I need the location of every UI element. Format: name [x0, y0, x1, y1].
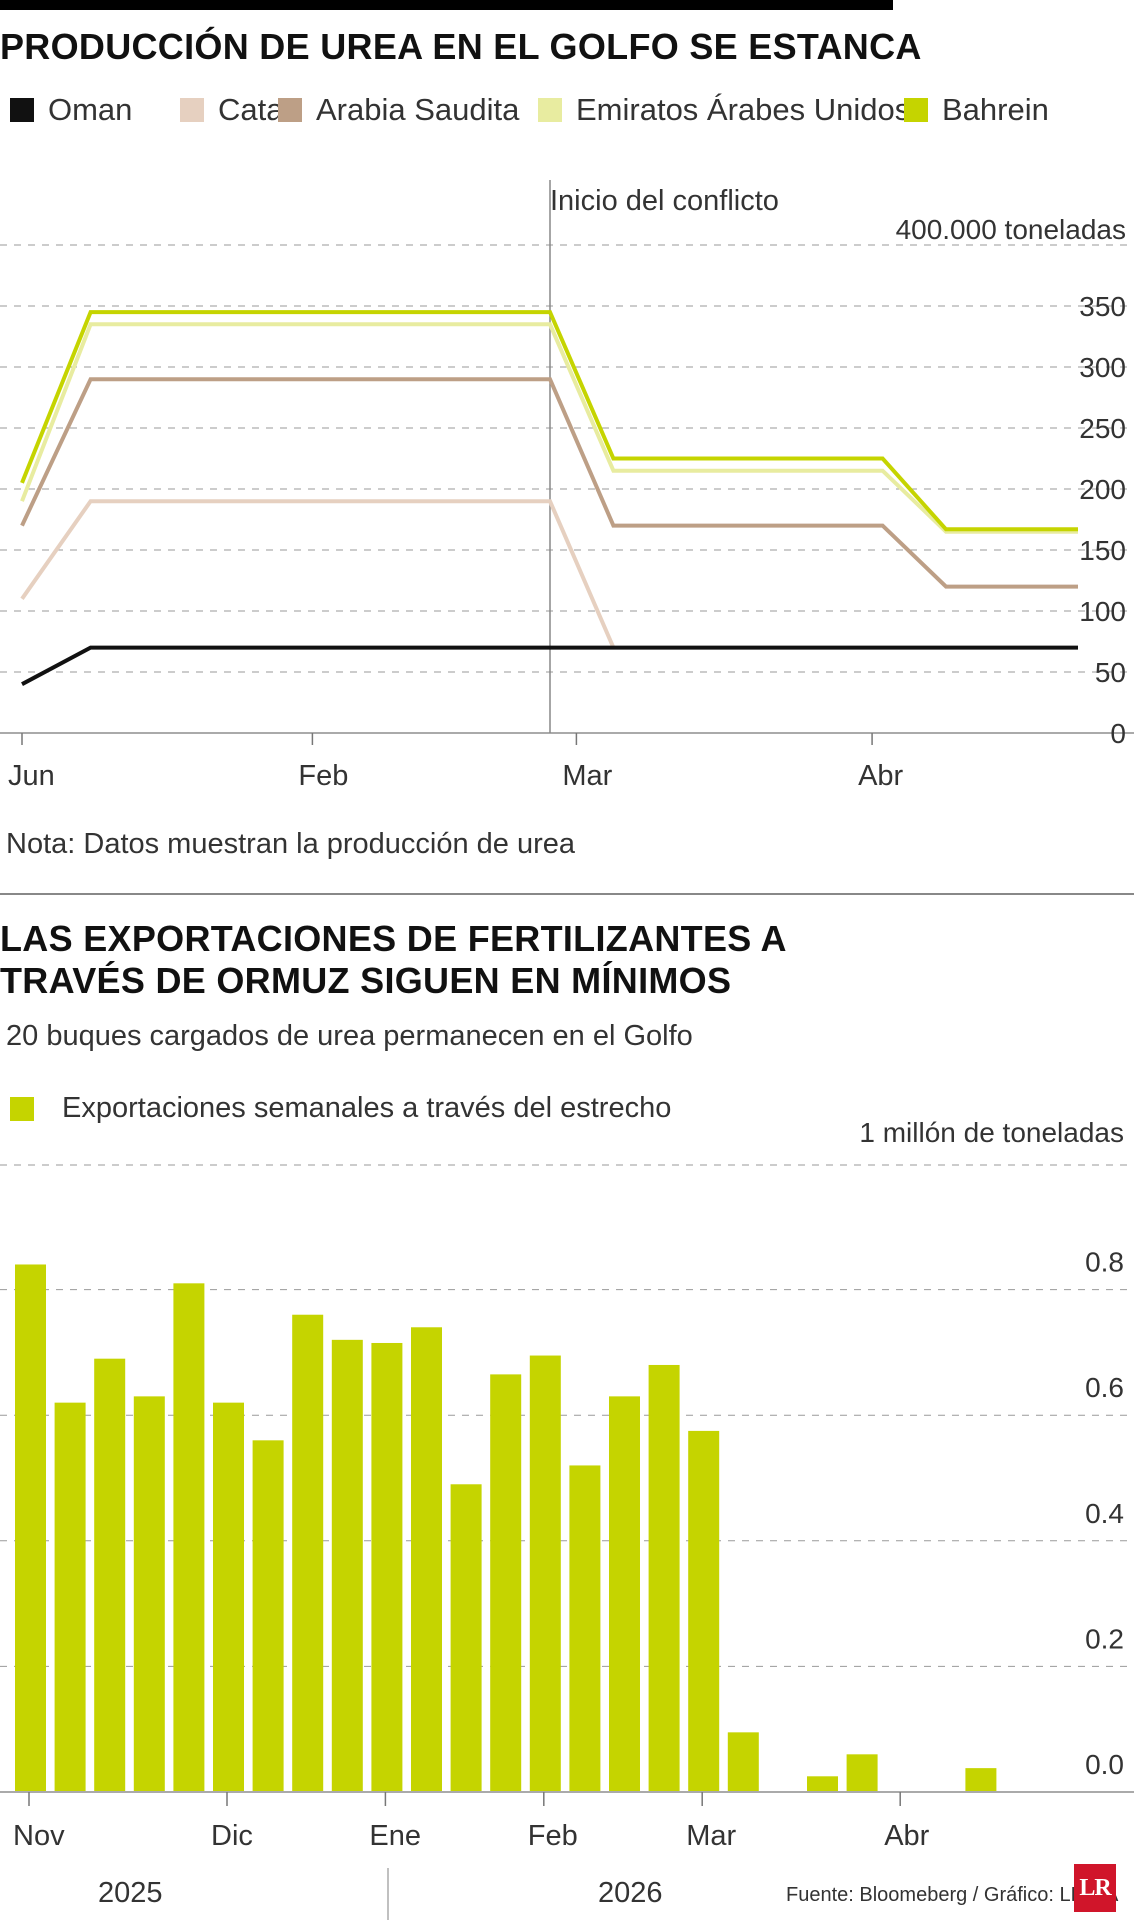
chart1-note: Nota: Datos muestran la producción de ur…: [6, 828, 576, 860]
bar: [688, 1430, 720, 1792]
bar: [807, 1776, 838, 1792]
legend-label-emiratos: Emiratos Árabes Unidos: [576, 92, 911, 127]
legend-item-oman: Oman: [10, 92, 132, 128]
chart2-subtitle: 20 buques cargados de urea permanecen en…: [6, 1020, 693, 1052]
y-tick-label: 0.4: [1085, 1498, 1124, 1529]
bar: [213, 1402, 244, 1792]
x-tick-label: Ene: [369, 1820, 421, 1852]
x-tick-label: Jun: [8, 760, 55, 792]
y-unit-label: 400.000 toneladas: [896, 214, 1126, 245]
legend-label-bahrein: Bahrein: [942, 92, 1049, 127]
chart2-legend: Exportaciones semanales a través del est…: [10, 1092, 671, 1125]
x-tick-label: Mar: [686, 1820, 736, 1852]
x-tick-label: Feb: [528, 1820, 578, 1852]
legend-swatch-bahrein: [904, 98, 928, 122]
y-tick-label: 0.8: [1085, 1247, 1124, 1278]
y-tick-label: 250: [1079, 413, 1126, 444]
chart2-title-line1: LAS EXPORTACIONES DE FERTILIZANTES A: [0, 918, 787, 959]
legend-item-catar: Catar: [180, 92, 294, 128]
series-line-oman: [21, 645, 1078, 686]
legend-label-arabia: Arabia Saudita: [316, 92, 520, 127]
bar: [490, 1374, 522, 1792]
legend-item-bahrein: Bahrein: [904, 92, 1049, 128]
series-line-arabia: [20, 377, 1078, 589]
bar: [569, 1465, 601, 1792]
series-line-emiratos: [20, 322, 1078, 534]
chart1-legend: Oman Catar Arabia Saudita Emiratos Árabe…: [10, 92, 1120, 136]
legend-label-oman: Oman: [48, 92, 133, 127]
y-tick-label: 0.0: [1085, 1749, 1124, 1780]
x-tick-label: Abr: [884, 1820, 929, 1852]
x-tick-label: Mar: [562, 760, 612, 792]
y-tick-label: 0.2: [1085, 1623, 1124, 1654]
bar: [173, 1283, 205, 1792]
bar: [252, 1440, 284, 1792]
series-line-bahrein: [20, 310, 1078, 532]
top-rule: [0, 0, 893, 10]
legend-label-exports: Exportaciones semanales a través del est…: [62, 1092, 672, 1124]
lr-logo: LR: [1074, 1864, 1116, 1912]
bar: [965, 1768, 997, 1792]
bar: [94, 1358, 126, 1792]
legend-swatch-arabia: [278, 98, 302, 122]
bar: [529, 1355, 561, 1792]
y-tick-label: 0: [1110, 718, 1126, 749]
chart2-title: LAS EXPORTACIONES DE FERTILIZANTES A TRA…: [0, 918, 900, 1002]
bar: [727, 1732, 759, 1792]
bar: [331, 1339, 363, 1792]
chart2-title-line2: TRAVÉS DE ORMUZ SIGUEN EN MÍNIMOS: [0, 960, 732, 1001]
bar: [371, 1342, 403, 1792]
y-unit-label: 1 millón de toneladas: [859, 1120, 1124, 1148]
y-tick-label: 300: [1079, 352, 1126, 383]
year-label-2026: 2026: [598, 1877, 663, 1909]
y-tick-label: 50: [1095, 657, 1126, 688]
bar: [846, 1754, 878, 1792]
bar: [15, 1264, 46, 1792]
x-tick-label: Abr: [858, 760, 903, 792]
x-tick-label: Dic: [211, 1820, 253, 1852]
y-tick-label: 100: [1079, 596, 1126, 627]
bar-chart: 1 millón de toneladas 0.0 0.2 0.4 0.6 0.8 Nov D…: [0, 1120, 1134, 1920]
x-tick-label: Nov: [13, 1820, 65, 1852]
legend-swatch-exports: [10, 1096, 34, 1121]
source-credit: Fuente: Bloomeberg / Gráfico: LR-AA: [786, 1884, 1119, 1906]
bar: [450, 1484, 482, 1792]
bar: [54, 1402, 86, 1792]
chart1-title: PRODUCCIÓN DE UREA EN EL GOLFO SE ESTANC…: [0, 26, 922, 67]
bar: [133, 1396, 165, 1792]
conflict-annotation: Inicio del conflicto: [550, 185, 779, 217]
year-label-2025: 2025: [98, 1877, 163, 1909]
legend-swatch-oman: [10, 98, 34, 122]
legend-swatch-catar: [180, 98, 204, 122]
y-tick-label: 0.6: [1085, 1372, 1124, 1403]
y-tick-label: 150: [1079, 535, 1126, 566]
legend-item-arabia: Arabia Saudita: [278, 92, 519, 128]
section-divider: [0, 893, 1134, 895]
bar: [648, 1364, 680, 1792]
legend-item-emiratos: Emiratos Árabes Unidos: [538, 92, 910, 128]
bar: [292, 1314, 324, 1792]
bar: [411, 1327, 442, 1792]
y-tick-label: 200: [1079, 474, 1126, 505]
legend-swatch-emiratos: [538, 98, 562, 122]
bar: [609, 1396, 640, 1792]
line-chart: 400.000 toneladas 0 50 100 150 200 250 300 350 In…: [0, 180, 1134, 792]
series-line-catar: [20, 499, 616, 649]
y-tick-label: 350: [1079, 291, 1126, 322]
x-tick-label: Feb: [298, 760, 348, 792]
